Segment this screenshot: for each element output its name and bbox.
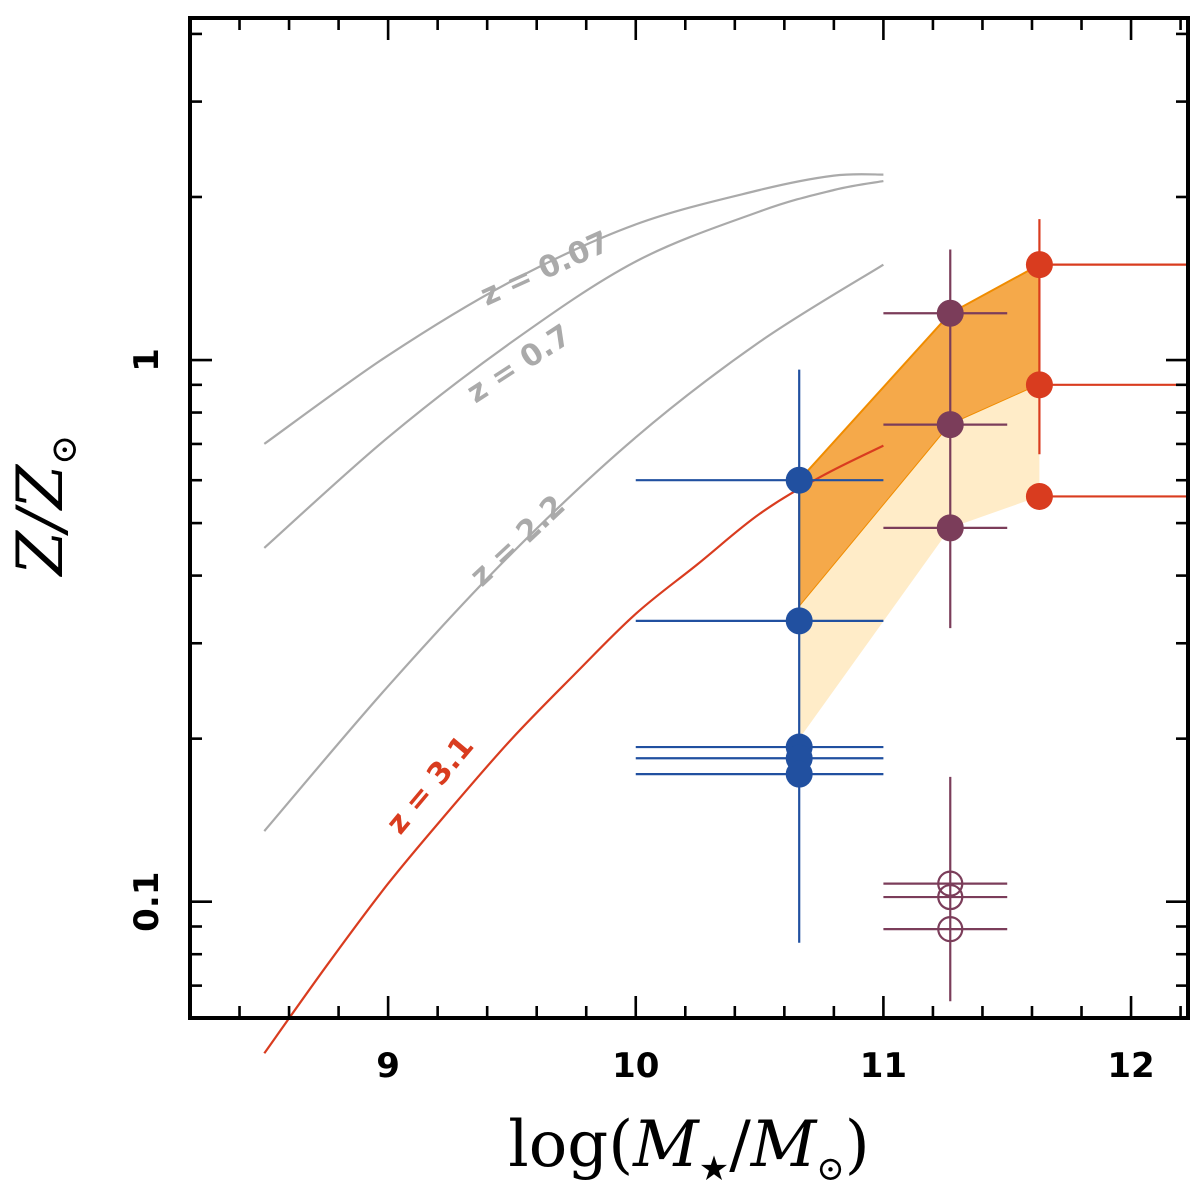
curve-mzr_z0.07 (263, 173, 884, 445)
marker-blue-4 (785, 760, 813, 788)
mzr-curves (263, 173, 884, 1054)
data-markers (785, 251, 1053, 943)
y-tick-label: 0.1 (127, 872, 167, 932)
curve-mzr_z2.2 (263, 263, 884, 832)
error-bars (635, 219, 1188, 1002)
x-tick-label: 9 (376, 1046, 400, 1086)
tick-labels: 9 10 11 12 0.1 1 (127, 348, 1155, 1086)
marker-blue-1 (785, 607, 813, 635)
y-axis-title: Z/Z⊙ (4, 435, 85, 578)
marker-red-0 (1025, 251, 1053, 279)
band_light (799, 384, 1040, 739)
marker-purple-2 (936, 514, 964, 542)
curve-label-mzr_z3.1: z = 3.1 (380, 729, 482, 841)
x-tick-label: 11 (860, 1046, 907, 1086)
axis-ticks (190, 18, 1188, 1018)
marker-purple_open-1 (937, 883, 964, 911)
marker-red-2 (1025, 482, 1053, 510)
y-tick-label: 1 (127, 348, 167, 372)
curve-label-mzr_z0.7: z = 0.7 (461, 318, 578, 411)
x-tick-label: 10 (612, 1046, 659, 1086)
marker-blue-0 (785, 466, 813, 494)
marker-purple_open-2 (937, 916, 964, 943)
x-tick-label: 12 (1107, 1046, 1154, 1086)
marker-red-1 (1025, 371, 1053, 399)
curve-labels: z = 0.07z = 0.7 z = 2.2 z = 3.1 (380, 224, 615, 841)
marker-purple-0 (936, 299, 964, 327)
curve-mzr_z0.7 (263, 180, 884, 549)
marker-purple-1 (936, 411, 964, 439)
curve-label-mzr_z2.2: z = 2.2 (463, 488, 572, 593)
x-axis-title: log(M★/M⊙) (508, 1108, 870, 1189)
curve-mzr_z3.1 (263, 444, 884, 1054)
curve-label-mzr_z0.07: z = 0.07 (475, 224, 615, 313)
metallicity-bands (798, 263, 1041, 739)
marker-purple_open-0 (937, 870, 964, 897)
plot-frame (188, 16, 1190, 1020)
